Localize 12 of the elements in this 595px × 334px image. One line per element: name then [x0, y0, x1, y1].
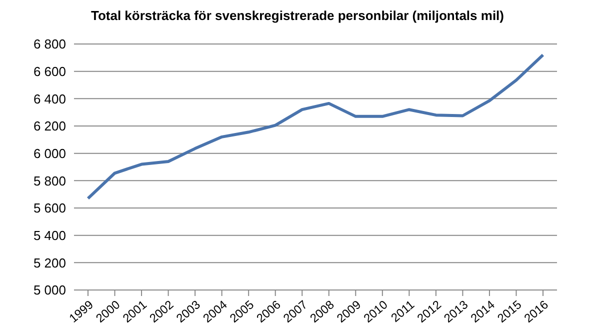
y-tick-label: 6 800 [33, 36, 66, 52]
y-tick-label: 6 200 [33, 118, 66, 134]
y-tick-label: 5 200 [33, 255, 66, 270]
chart-title: Total körsträcka för svenskregistrerade personbilar (miljontals mil) [90, 8, 505, 25]
y-tick-label: 6 600 [33, 64, 66, 79]
y-tick-label: 5 400 [33, 228, 66, 243]
y-tick-label: 5 800 [33, 173, 66, 188]
y-tick-label: 6 400 [33, 91, 66, 106]
line-series [86, 53, 544, 200]
y-tick-label: 6 000 [33, 146, 66, 161]
y-tick-label: 5 600 [33, 200, 66, 216]
y-tick-label: 5 000 [33, 282, 66, 298]
